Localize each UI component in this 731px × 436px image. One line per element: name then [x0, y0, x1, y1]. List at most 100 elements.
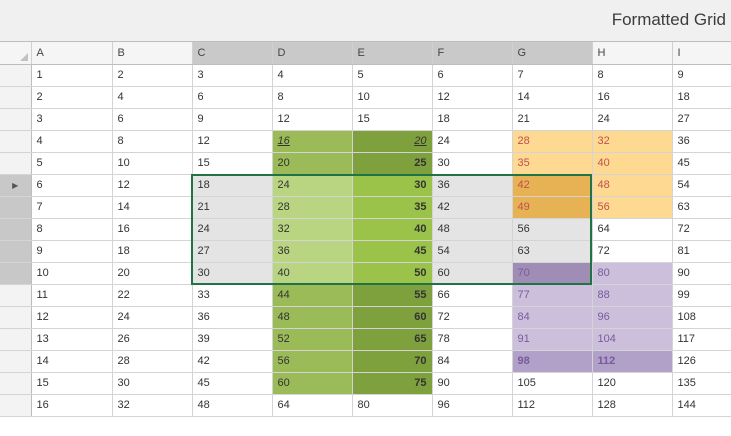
grid-cell[interactable]: 72 [432, 306, 513, 329]
table-row[interactable]: 4 8 12 16 20 24 28 32 36 [0, 130, 731, 153]
grid-cell[interactable]: 8 [112, 130, 193, 153]
column-header-c[interactable]: C [192, 42, 273, 65]
grid-cell[interactable]: 8 [31, 218, 113, 241]
row-header[interactable] [0, 86, 32, 109]
grid-cell[interactable]: 66 [432, 284, 513, 307]
grid-cell[interactable]: 14 [112, 196, 193, 219]
grid-cell[interactable]: 16 [272, 130, 353, 153]
grid-cell[interactable]: 18 [192, 174, 273, 197]
grid-cell[interactable]: 84 [512, 306, 593, 329]
grid-cell[interactable]: 45 [672, 152, 731, 175]
grid-cell[interactable]: 112 [512, 394, 593, 417]
row-header[interactable] [0, 108, 32, 131]
grid-cell[interactable]: 60 [352, 306, 433, 329]
grid-cell[interactable]: 42 [512, 174, 593, 197]
column-header-a[interactable]: A [31, 42, 113, 65]
grid-cell[interactable]: 1 [31, 64, 113, 87]
grid-cell[interactable]: 32 [592, 130, 673, 153]
row-header[interactable] [0, 130, 32, 153]
grid-cell[interactable]: 4 [31, 130, 113, 153]
grid-cell[interactable]: 5 [31, 152, 113, 175]
grid-cell[interactable]: 126 [672, 350, 731, 373]
grid-cell[interactable]: 5 [352, 64, 433, 87]
row-header[interactable] [0, 196, 32, 219]
grid-cell[interactable]: 60 [272, 372, 353, 395]
grid-cell[interactable]: 24 [432, 130, 513, 153]
grid-cell[interactable]: 45 [192, 372, 273, 395]
grid-cell[interactable]: 42 [432, 196, 513, 219]
grid-cell[interactable]: 44 [272, 284, 353, 307]
grid-cell[interactable]: 91 [512, 328, 593, 351]
grid-cell[interactable]: 28 [272, 196, 353, 219]
grid-cell[interactable]: 80 [592, 262, 673, 285]
grid-cell[interactable]: 40 [352, 218, 433, 241]
grid-cell[interactable]: 15 [31, 372, 113, 395]
grid-cell[interactable]: 3 [31, 108, 113, 131]
column-header-i[interactable]: I [672, 42, 731, 65]
grid-cell[interactable]: 6 [192, 86, 273, 109]
row-header[interactable] [0, 152, 32, 175]
grid-cell[interactable]: 20 [272, 152, 353, 175]
table-row[interactable]: 15 30 45 60 75 90 105 120 135 [0, 372, 731, 395]
grid-cell[interactable]: 60 [432, 262, 513, 285]
grid-cell[interactable]: 49 [512, 196, 593, 219]
grid-cell[interactable]: 16 [592, 86, 673, 109]
grid-cell[interactable]: 70 [512, 262, 593, 285]
grid-cell[interactable]: 96 [432, 394, 513, 417]
grid-cell[interactable]: 77 [512, 284, 593, 307]
grid-cell[interactable]: 90 [432, 372, 513, 395]
grid-cell[interactable]: 8 [272, 86, 353, 109]
grid-cell[interactable]: 40 [272, 262, 353, 285]
table-row[interactable]: 14 28 42 56 70 84 98 112 126 [0, 350, 731, 373]
grid-cell[interactable]: 63 [672, 196, 731, 219]
row-header[interactable] [0, 262, 32, 285]
table-row[interactable]: 16 32 48 64 80 96 112 128 144 [0, 394, 731, 417]
data-grid[interactable]: A B C D E F G H I 1 2 3 4 5 6 7 8 9 2 4 6 8 10 12 14 16 18 3 6 9 12 15 1… [0, 41, 731, 436]
grid-cell[interactable]: 56 [272, 350, 353, 373]
grid-cell[interactable]: 81 [672, 240, 731, 263]
grid-cell[interactable]: 39 [192, 328, 273, 351]
row-header[interactable] [0, 240, 32, 263]
grid-cell[interactable]: 6 [112, 108, 193, 131]
row-header[interactable] [0, 218, 32, 241]
table-row[interactable]: 2 4 6 8 10 12 14 16 18 [0, 86, 731, 109]
grid-cell[interactable]: 22 [112, 284, 193, 307]
grid-cell[interactable]: 27 [672, 108, 731, 131]
row-header[interactable] [0, 372, 32, 395]
row-header[interactable] [0, 64, 32, 87]
select-all-corner[interactable] [0, 42, 32, 65]
table-row[interactable]: ▶ 6 12 18 24 30 36 42 48 54 [0, 174, 731, 197]
grid-cell[interactable]: 12 [112, 174, 193, 197]
grid-cell[interactable]: 35 [512, 152, 593, 175]
grid-cell[interactable]: 48 [432, 218, 513, 241]
grid-cell[interactable]: 6 [432, 64, 513, 87]
grid-cell[interactable]: 48 [272, 306, 353, 329]
grid-cell[interactable]: 54 [672, 174, 731, 197]
grid-cell[interactable]: 72 [592, 240, 673, 263]
column-header-e[interactable]: E [352, 42, 433, 65]
table-row[interactable]: 5 10 15 20 25 30 35 40 45 [0, 152, 731, 175]
grid-cell[interactable]: 32 [272, 218, 353, 241]
grid-cell[interactable]: 7 [31, 196, 113, 219]
grid-cell[interactable]: 24 [592, 108, 673, 131]
grid-cell[interactable]: 40 [592, 152, 673, 175]
grid-cell[interactable]: 14 [512, 86, 593, 109]
grid-cell[interactable]: 9 [192, 108, 273, 131]
grid-cell[interactable]: 15 [192, 152, 273, 175]
grid-cell[interactable]: 10 [352, 86, 433, 109]
row-header[interactable] [0, 306, 32, 329]
grid-cell[interactable]: 54 [432, 240, 513, 263]
table-row[interactable]: 13 26 39 52 65 78 91 104 117 [0, 328, 731, 351]
grid-cell[interactable]: 24 [272, 174, 353, 197]
grid-cell[interactable]: 28 [112, 350, 193, 373]
table-row[interactable]: 9 18 27 36 45 54 63 72 81 [0, 240, 731, 263]
grid-cell[interactable]: 78 [432, 328, 513, 351]
grid-cell[interactable]: 72 [672, 218, 731, 241]
grid-cell[interactable]: 56 [512, 218, 593, 241]
grid-cell[interactable]: 20 [352, 130, 433, 153]
grid-cell[interactable]: 64 [592, 218, 673, 241]
grid-cell[interactable]: 36 [192, 306, 273, 329]
grid-cell[interactable]: 108 [672, 306, 731, 329]
grid-cell[interactable]: 18 [432, 108, 513, 131]
